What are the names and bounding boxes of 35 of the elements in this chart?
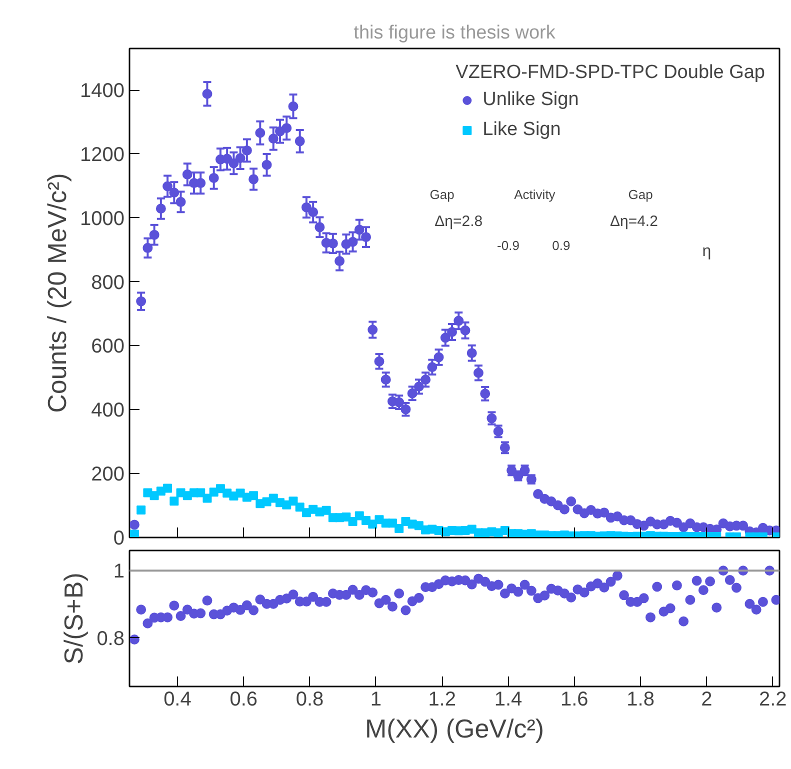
y-tick-label: 1200 [80,144,125,166]
x-tick-label: 0.8 [296,688,324,710]
y-tick-label: 1 [113,560,124,583]
x-tick-label: 1.2 [428,688,456,710]
x-tick-label: 0.6 [230,688,258,710]
x-tick-label: 1.6 [560,688,588,710]
x-tick-label: 1.8 [626,688,654,710]
y-axis-title: S/(S+B) [58,572,89,664]
y-tick-label: 1400 [80,80,125,102]
annotation: Gap [430,186,454,202]
annotation: 0.9 [552,238,570,253]
annotation: Δη=2.8 [434,212,483,230]
annotation: Δη=4.2 [610,212,658,230]
x-axis-title: M(XX) (GeV/c²) [364,714,544,744]
y-axis-title: Counts / (20 MeV/c²) [42,173,72,413]
text: this figure is thesis work [354,22,556,44]
legend-label: Unlike Sign [482,89,579,111]
y-tick-label: 800 [91,272,125,294]
y-tick-label: 600 [91,336,125,358]
annotation: Activity [514,186,556,202]
y-tick-label: 1000 [80,208,125,230]
x-tick-label: 1 [370,688,382,710]
y-tick-label: 0.8 [96,628,125,650]
y-tick-label: 400 [91,400,125,422]
y-tick-label: 0 [113,528,124,550]
x-tick-label: 2 [701,688,712,710]
x-tick-label: 0.4 [164,688,192,710]
annotation: -0.9 [497,238,520,253]
annotation: Gap [628,186,653,202]
legend-title: VZERO-FMD-SPD-TPC Double Gap [456,62,765,84]
annotation: η [702,242,712,260]
x-tick-label: 1.4 [494,688,522,710]
x-tick-label: 2.2 [758,688,787,710]
legend-label: Like Sign [482,119,561,141]
y-tick-label: 200 [91,464,125,486]
